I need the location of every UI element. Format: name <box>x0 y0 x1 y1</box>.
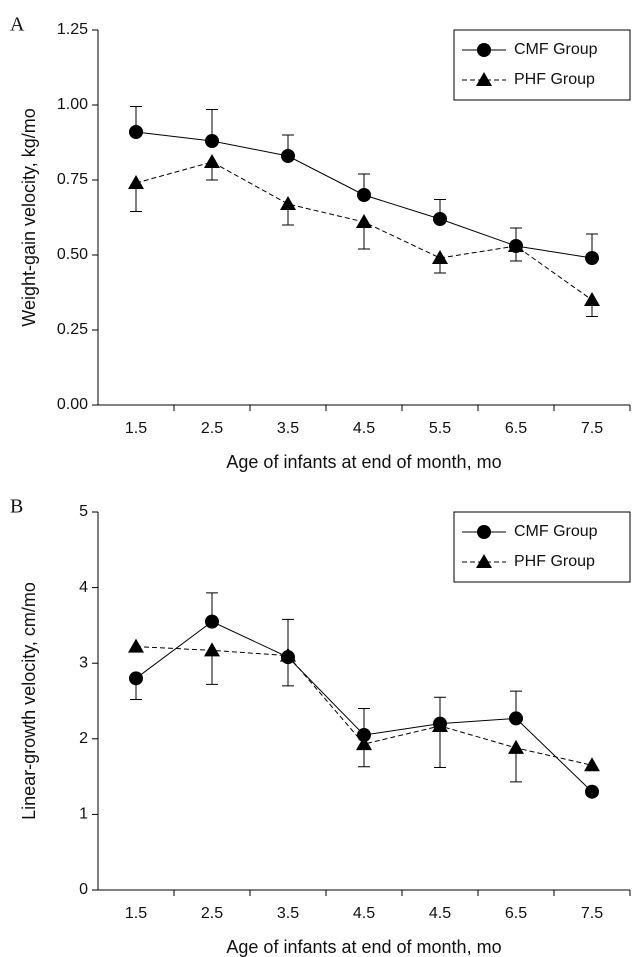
data-point <box>356 736 372 751</box>
data-point <box>584 757 600 772</box>
data-point <box>432 717 448 732</box>
y-tick-label: 0.50 <box>57 246 88 263</box>
data-point <box>280 196 296 210</box>
data-point <box>508 739 524 754</box>
y-tick-label: 5 <box>79 503 88 520</box>
y-tick-label: 1.25 <box>57 21 88 38</box>
legend-marker <box>476 72 492 86</box>
data-point <box>356 214 372 228</box>
data-point <box>128 638 144 653</box>
legend-marker <box>477 525 491 539</box>
x-tick-label: 6.5 <box>505 420 527 437</box>
x-tick-label: 4.5 <box>353 420 375 437</box>
x-tick-label: 2.5 <box>201 905 223 922</box>
x-tick-label: 3.5 <box>277 420 299 437</box>
data-point <box>508 238 524 252</box>
data-point <box>280 647 296 662</box>
legend-box <box>453 29 631 101</box>
legend-box <box>453 511 631 583</box>
x-tick-label: 4.5 <box>353 905 375 922</box>
x-tick-label: 3.5 <box>277 905 299 922</box>
x-tick-label: 7.5 <box>581 905 603 922</box>
y-tick-label: 0.25 <box>57 321 88 338</box>
data-point <box>129 125 143 139</box>
data-point <box>585 251 599 265</box>
data-point <box>433 212 447 226</box>
legend-label: PHF Group <box>514 553 595 570</box>
legend-marker <box>477 43 491 57</box>
x-tick-label: 5.5 <box>429 420 451 437</box>
panel-label: B <box>10 496 23 518</box>
legend-label: CMF Group <box>514 523 598 540</box>
y-tick-label: 3 <box>79 654 88 671</box>
x-tick-label: 2.5 <box>201 420 223 437</box>
y-tick-label: 0.75 <box>57 171 88 188</box>
data-point <box>357 188 371 202</box>
y-tick-label: 4 <box>79 579 88 596</box>
legend-label: CMF Group <box>514 41 598 58</box>
data-point <box>204 154 220 168</box>
x-axis-title: Age of infants at end of month, mo <box>226 452 501 472</box>
x-tick-label: 4.5 <box>429 905 451 922</box>
legend-marker <box>476 554 492 568</box>
data-point <box>204 642 220 657</box>
y-tick-label: 0.00 <box>57 396 88 413</box>
data-point <box>585 784 599 799</box>
y-tick-label: 0 <box>79 881 88 898</box>
x-axis-title: Age of infants at end of month, mo <box>226 937 501 957</box>
y-tick-label: 1 <box>79 806 88 823</box>
data-point <box>357 728 371 743</box>
y-tick-label: 1.00 <box>57 96 88 113</box>
data-point <box>584 292 600 306</box>
panel-label: A <box>10 14 25 36</box>
data-point <box>128 175 144 189</box>
data-point <box>432 250 448 264</box>
data-point <box>205 614 219 629</box>
x-tick-label: 6.5 <box>505 905 527 922</box>
x-tick-label: 7.5 <box>581 420 603 437</box>
data-point <box>129 671 143 686</box>
data-point <box>205 134 219 148</box>
legend-label: PHF Group <box>514 71 595 88</box>
data-point <box>281 149 295 163</box>
x-tick-label: 1.5 <box>125 420 147 437</box>
y-axis-title: Linear-growth velocity, cm/mo <box>19 582 39 820</box>
x-tick-label: 1.5 <box>125 905 147 922</box>
y-tick-label: 2 <box>79 730 88 747</box>
y-axis-title: Weight-gain velocity, kg/mo <box>19 108 39 326</box>
error-bar <box>434 725 446 769</box>
data-point <box>509 711 523 726</box>
